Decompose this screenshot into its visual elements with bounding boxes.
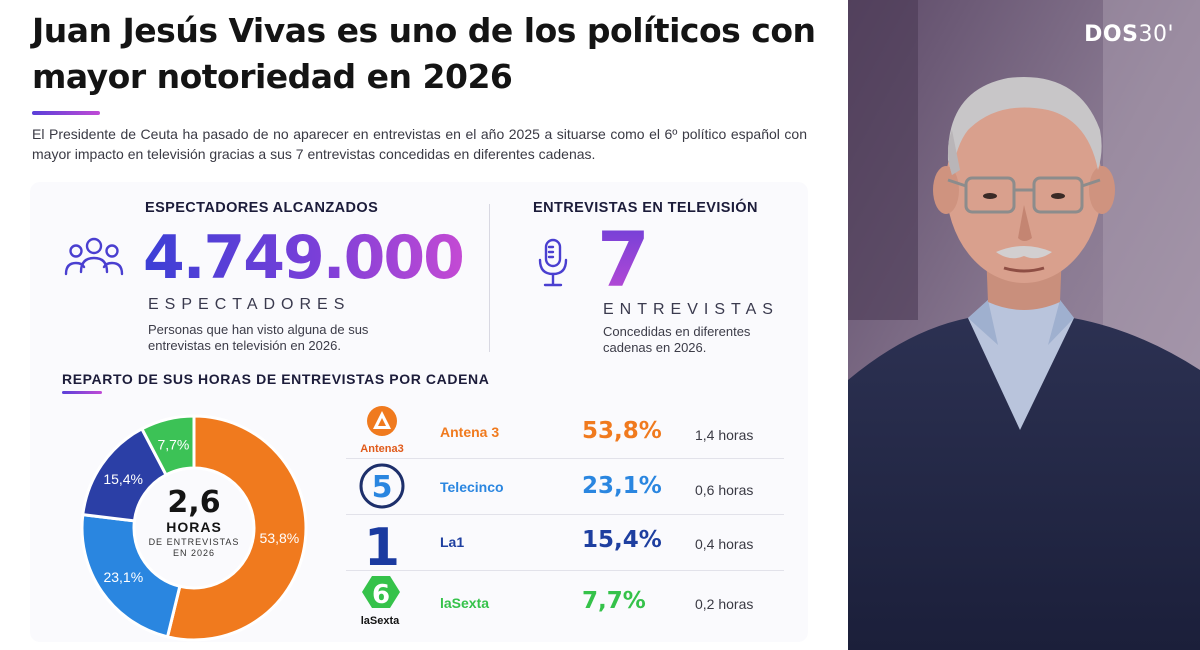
channel-row-antena3: Antena3 Antena 3 53,8% 1,4 horas — [346, 403, 784, 459]
brand-logo: DOS30' — [1084, 22, 1174, 47]
viewers-value: 4.749.000 — [143, 218, 465, 298]
interviews-description-line2: cadenas en 2026. — [603, 340, 707, 355]
microphone-icon — [538, 238, 568, 287]
donut-slice-antena-3 — [165, 414, 308, 642]
interviews-title: ENTREVISTAS EN TELEVISIÓN — [533, 200, 758, 216]
channel-hours: 0,6 horas — [695, 482, 754, 498]
row-divider — [346, 570, 784, 571]
channel-row-la1: 1 La1 15,4% 0,4 horas — [346, 515, 784, 571]
channel-percentage: 7,7% — [582, 588, 646, 614]
viewers-description-line1: Personas que han visto alguna de sus — [148, 322, 369, 337]
channel-name: laSexta — [440, 595, 490, 611]
donut-slice-label: 15,4% — [103, 471, 143, 487]
channel-hours: 1,4 horas — [695, 427, 754, 443]
donut-center-subtitle-1: DE ENTREVISTAS — [149, 537, 240, 547]
channel-percentage: 23,1% — [582, 473, 662, 499]
headline-accent-line — [32, 111, 100, 115]
interviews-value: 7 — [597, 215, 650, 304]
donut-slice-telecinco — [80, 512, 182, 639]
intro-paragraph: El Presidente de Ceuta ha pasado de no a… — [32, 126, 807, 162]
portrait-photo: DOS30' — [848, 0, 1200, 650]
stats-panel — [30, 182, 808, 642]
portrait-illustration — [848, 0, 1200, 650]
interviews-unit: ENTREVISTAS — [603, 301, 779, 318]
la1-logo-icon: 1 — [364, 518, 400, 571]
channel-name: Telecinco — [440, 479, 504, 495]
channel-percentage: 53,8% — [582, 418, 662, 444]
channel-hours: 0,4 horas — [695, 536, 754, 552]
donut-center-label: HORAS — [166, 519, 222, 535]
donut-center-subtitle-2: EN 2026 — [173, 548, 215, 558]
donut-center-value: 2,6 — [167, 485, 220, 520]
distribution-title: REPARTO DE SUS HORAS DE ENTREVISTAS POR … — [62, 371, 490, 387]
distribution-accent-line — [62, 391, 102, 394]
viewers-title: ESPECTADORES ALCANZADOS — [145, 200, 379, 216]
channel-name: La1 — [440, 534, 465, 550]
donut-slice-lasexta — [139, 414, 196, 477]
people-icon — [64, 237, 124, 276]
channel-row-telecinco: 5 Telecinco 23,1% 0,6 horas — [346, 459, 784, 515]
row-divider — [346, 458, 784, 459]
svg-text:5: 5 — [372, 470, 393, 505]
channel-name: Antena 3 — [440, 424, 500, 440]
svg-text:laSexta: laSexta — [361, 615, 400, 627]
donut-slice-label: 53,8% — [260, 530, 300, 546]
channel-percentage: 15,4% — [582, 527, 662, 553]
lasexta-logo-icon: 6 laSexta — [361, 576, 400, 627]
stats-divider — [489, 204, 490, 352]
donut-slice-label: 7,7% — [157, 437, 189, 453]
interviews-description-line1: Concedidas en diferentes — [603, 324, 751, 339]
donut-slice-label: 23,1% — [103, 569, 143, 585]
headline: Juan Jesús Vivas es uno de los políticos… — [32, 11, 816, 96]
channel-row-lasexta: 6 laSexta laSexta 7,7% 0,2 horas — [346, 572, 784, 628]
viewers-unit: ESPECTADORES — [148, 296, 351, 313]
svg-text:Antena3: Antena3 — [360, 443, 403, 455]
svg-text:1: 1 — [364, 518, 400, 571]
svg-text:6: 6 — [372, 580, 390, 610]
channel-hours: 0,2 horas — [695, 596, 754, 612]
telecinco-logo-icon: 5 — [359, 463, 405, 509]
infographic: Juan Jesús Vivas es uno de los políticos… — [30, 11, 816, 642]
hours-donut-chart: 53,8% 23,1% 15,4% 7,7% 2,6 HORAS DE ENTREVI… — [80, 414, 308, 642]
viewers-description-line2: entrevistas en televisión en 2026. — [148, 338, 341, 353]
antena3-logo-icon: Antena3 — [360, 406, 404, 455]
row-divider — [346, 514, 784, 515]
